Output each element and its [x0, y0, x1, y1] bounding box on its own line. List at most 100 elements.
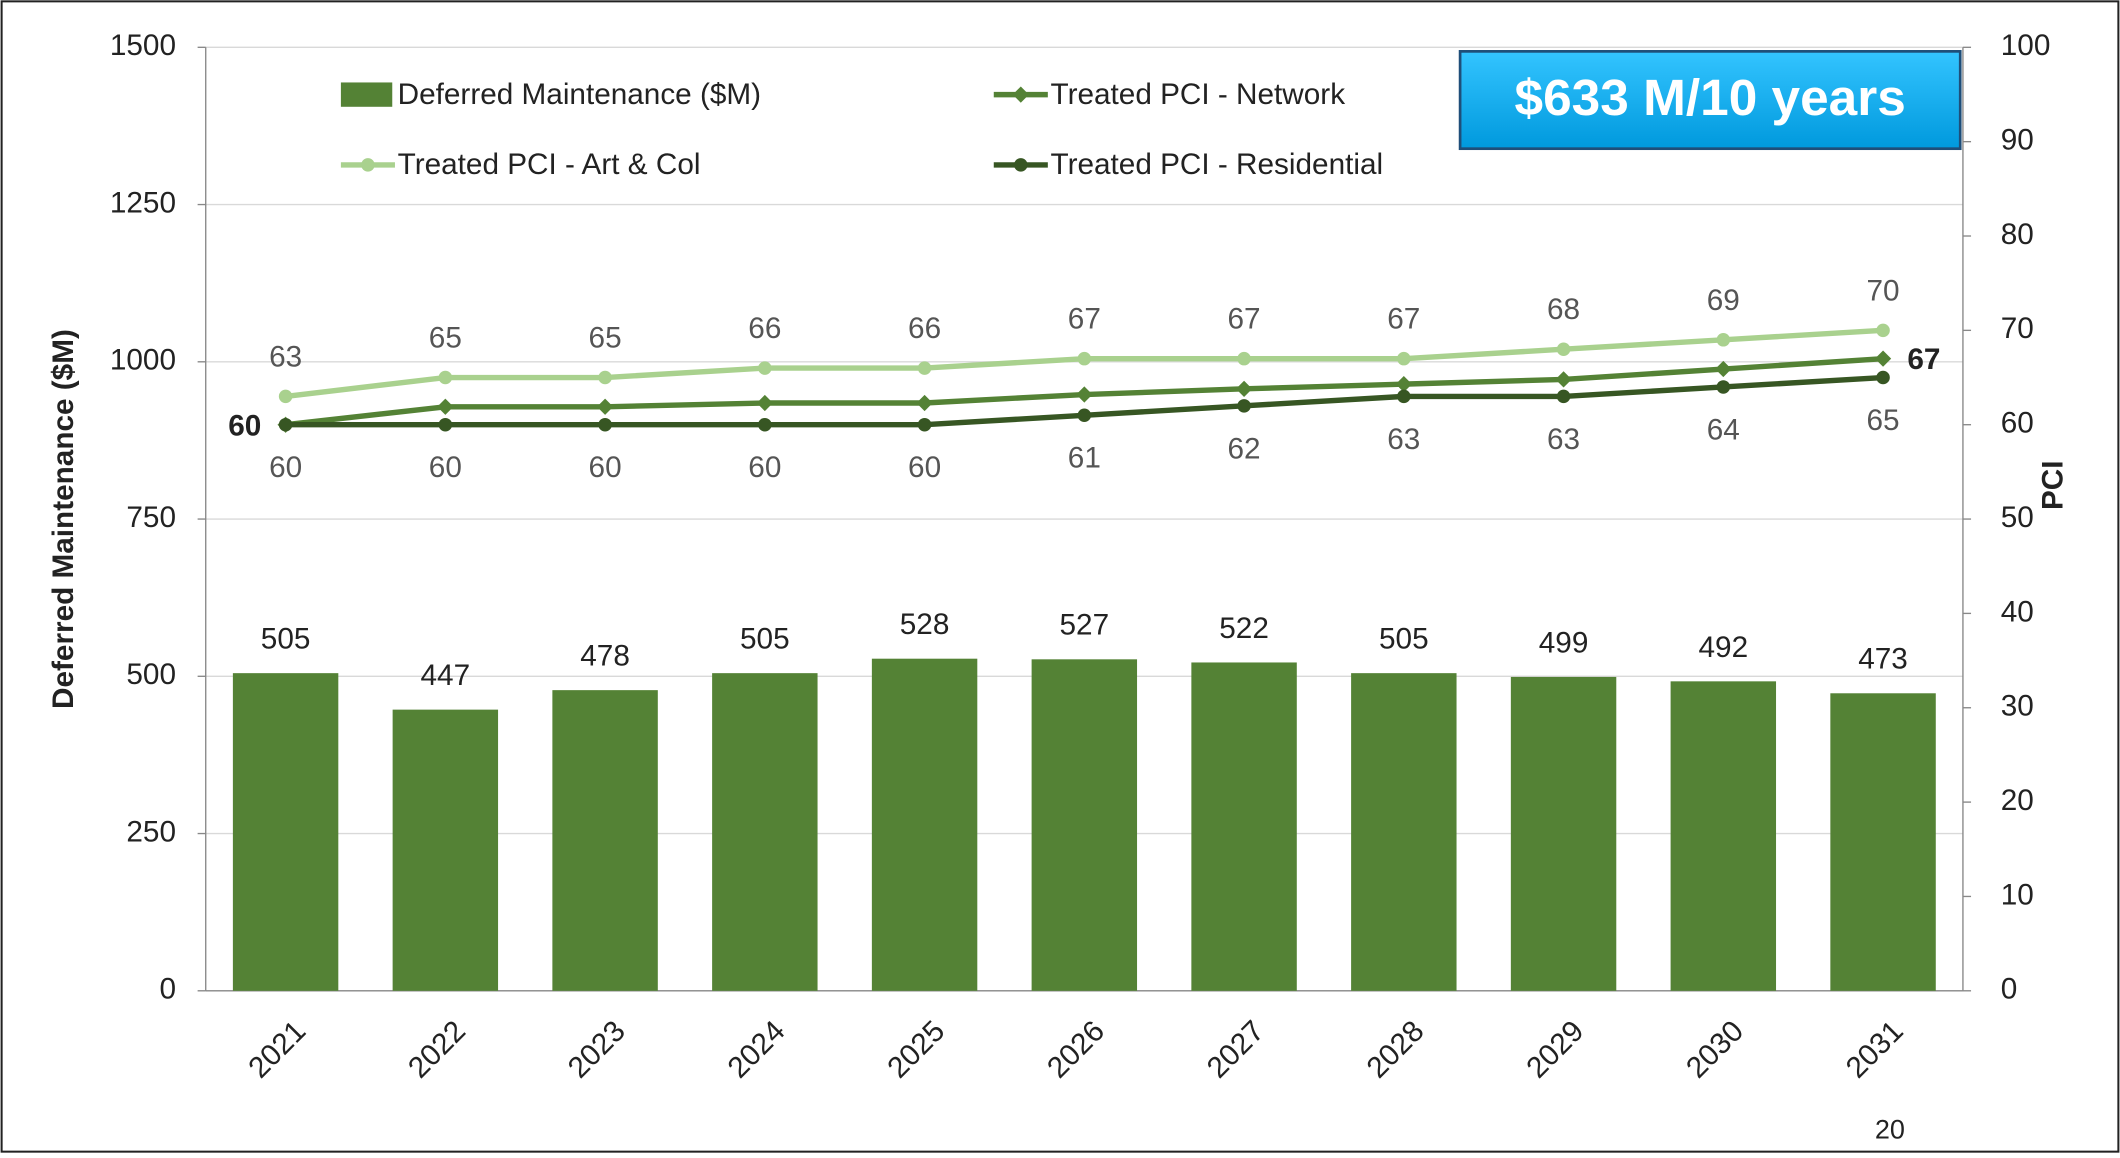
y-tick-label: 1500 — [110, 29, 176, 62]
page-number: 20 — [1875, 1115, 1905, 1145]
y2-tick-label: 60 — [2001, 407, 2034, 440]
bar-value-label: 447 — [421, 659, 471, 692]
bar — [552, 690, 658, 991]
line-marker — [1077, 351, 1092, 366]
legend-marker — [1012, 86, 1029, 103]
bar-value-label: 527 — [1060, 609, 1110, 642]
line-value-label: 60 — [908, 451, 941, 484]
line-marker — [1556, 342, 1571, 356]
line-marker — [1716, 333, 1731, 347]
line-marker — [916, 394, 933, 412]
y2-tick-label: 20 — [2001, 784, 2034, 817]
legend-swatch — [340, 82, 393, 107]
line-marker — [1876, 370, 1890, 385]
line-marker — [1716, 380, 1731, 394]
y-tick-label: 1000 — [110, 344, 176, 377]
line-value-label: 66 — [748, 312, 781, 345]
line-value-label: 60 — [589, 451, 622, 484]
legend-label: Treated PCI - Residential — [1051, 148, 1384, 181]
legend-label: Treated PCI - Network — [1051, 78, 1346, 111]
line-value-label: 60 — [228, 409, 261, 442]
bar — [1031, 659, 1138, 991]
line-value-label: 63 — [1387, 423, 1420, 456]
line-marker — [917, 417, 932, 432]
line-value-label: 61 — [1068, 442, 1101, 475]
y2-tick-label: 90 — [2001, 124, 2034, 157]
bar-value-label: 505 — [1379, 623, 1429, 656]
line-value-label: 67 — [1068, 303, 1101, 336]
line-marker — [1397, 389, 1411, 404]
line-marker — [917, 361, 932, 375]
bar-value-label: 505 — [740, 623, 790, 656]
line-value-label: 68 — [1547, 293, 1580, 326]
line-value-label: 67 — [1387, 303, 1420, 336]
line-value-label: 70 — [1867, 274, 1900, 307]
y2-tick-label: 70 — [2001, 312, 2034, 345]
line-marker — [1395, 376, 1412, 393]
bar — [232, 673, 339, 991]
y2-tick-label: 10 — [2001, 878, 2034, 911]
bar — [392, 709, 499, 991]
y2-axis-label: PCI — [2037, 460, 2070, 510]
line-value-label: 64 — [1707, 413, 1740, 446]
y2-tick-label: 30 — [2001, 690, 2034, 723]
line-marker — [438, 370, 453, 385]
line-value-label: 60 — [269, 451, 302, 484]
line-value-label: 65 — [589, 322, 622, 355]
legend-label: Deferred Maintenance ($M) — [398, 78, 761, 111]
y-tick-label: 750 — [126, 501, 176, 534]
bar-value-label: 473 — [1858, 643, 1908, 676]
line-marker — [1556, 389, 1571, 404]
bar — [1191, 662, 1297, 991]
line-marker — [756, 394, 773, 412]
line-marker — [1876, 323, 1890, 338]
line-value-label: 60 — [748, 451, 781, 484]
y-tick-label: 500 — [126, 658, 176, 691]
bar-value-label: 528 — [900, 608, 950, 641]
line-marker — [278, 389, 293, 404]
bar — [1830, 693, 1936, 991]
legend-marker — [1014, 158, 1028, 172]
line-value-label: 67 — [1907, 343, 1940, 376]
line-value-label: 63 — [269, 340, 302, 373]
y2-tick-label: 100 — [2001, 29, 2051, 62]
annotation: $633 M/10 years — [1515, 69, 1906, 126]
line-value-label: 65 — [429, 322, 462, 355]
y2-tick-label: 0 — [2001, 973, 2018, 1006]
bar-value-label: 478 — [580, 640, 630, 673]
bar-value-label: 499 — [1539, 626, 1589, 659]
bar — [871, 658, 978, 991]
line-marker — [598, 370, 612, 385]
annotation-badge — [1458, 50, 1962, 151]
bar — [1670, 681, 1777, 991]
y-tick-label: 0 — [159, 973, 176, 1006]
line-marker — [1397, 351, 1411, 366]
line-value-label: 60 — [429, 451, 462, 484]
line-marker — [1235, 380, 1253, 397]
bar-value-label: 505 — [261, 623, 311, 656]
bar-value-label: 522 — [1219, 612, 1269, 645]
bar — [1351, 673, 1457, 991]
line-marker — [758, 417, 772, 432]
bar — [1510, 676, 1617, 991]
line-marker — [278, 417, 293, 432]
line-value-label: 66 — [908, 312, 941, 345]
line-value-label: 65 — [1867, 404, 1900, 437]
line-marker — [438, 417, 453, 432]
y-axis-label: Deferred Maintenance ($M) — [47, 329, 80, 709]
line-value-label: 63 — [1547, 423, 1580, 456]
legend-label: Treated PCI - Art & Col — [398, 148, 701, 181]
y2-tick-label: 40 — [2001, 595, 2034, 628]
line-marker — [1077, 408, 1092, 423]
legend-marker — [361, 158, 375, 172]
y-tick-label: 1250 — [110, 186, 176, 219]
y-tick-label: 250 — [126, 815, 176, 848]
line-marker — [758, 361, 772, 375]
line-value-label: 62 — [1228, 432, 1261, 465]
line-marker — [1237, 399, 1251, 413]
bar-value-label: 492 — [1699, 631, 1749, 664]
line-value-label: 69 — [1707, 284, 1740, 317]
bar — [712, 673, 818, 991]
